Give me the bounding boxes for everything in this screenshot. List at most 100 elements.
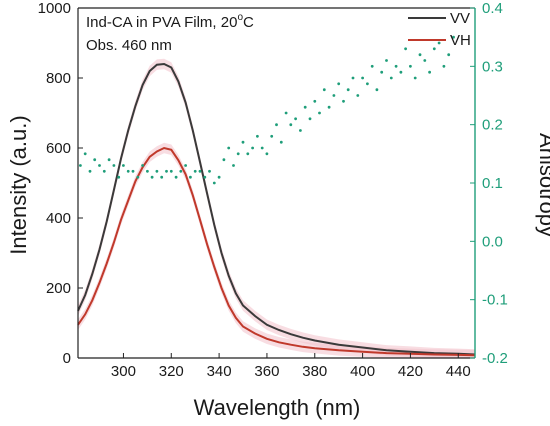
- legend-label-vh: VH: [450, 32, 471, 49]
- anisotropy-point: [260, 146, 264, 150]
- anisotropy-point: [313, 99, 317, 103]
- anisotropy-point: [179, 169, 183, 173]
- y-tick-label: 200: [46, 280, 71, 297]
- anisotropy-point: [394, 64, 398, 68]
- series-layer: [77, 35, 476, 357]
- anisotropy-point: [327, 105, 331, 109]
- anisotropy-point: [370, 64, 374, 68]
- annotation-line2: Obs. 460 nm: [86, 37, 172, 54]
- anisotropy-point: [155, 169, 159, 173]
- anisotropy-point: [107, 158, 111, 162]
- anisotropy-point: [251, 146, 255, 150]
- anisotropy-point: [452, 35, 455, 39]
- anisotropy-point: [442, 64, 446, 68]
- anisotropy-point: [404, 47, 407, 51]
- anisotropy-point: [423, 59, 427, 62]
- anisotropy-point: [432, 47, 436, 51]
- y2-axis-title: Anisotropy: [535, 133, 550, 237]
- anisotropy-point: [385, 59, 388, 62]
- anisotropy-point: [413, 76, 417, 80]
- legend: VV VH: [408, 10, 471, 49]
- anisotropy-point: [169, 169, 173, 173]
- anisotropy-point: [141, 164, 145, 167]
- axes-layer: [77, 7, 476, 359]
- anisotropy-point: [241, 140, 245, 144]
- anisotropy-point: [203, 175, 207, 179]
- series-line-vh: [77, 146, 476, 357]
- anisotropy-point: [117, 175, 121, 179]
- anisotropy-point: [389, 76, 393, 80]
- y2-tick-label: -0.1: [482, 292, 508, 309]
- series-line-vv: [77, 62, 476, 356]
- anisotropy-point: [174, 175, 178, 179]
- anisotropy-point: [136, 175, 140, 179]
- anisotropy-point: [342, 99, 345, 103]
- anisotropy-point: [246, 152, 250, 156]
- anisotropy-point: [189, 175, 192, 179]
- y2-tick-label: -0.2: [482, 350, 508, 367]
- y2-tick-label: 0.3: [482, 58, 503, 75]
- anisotropy-point: [88, 169, 92, 173]
- anisotropy-point: [102, 169, 106, 173]
- y-tick-label: 0: [63, 350, 71, 367]
- anisotropy-point: [236, 152, 240, 156]
- anisotropy-point: [428, 70, 431, 74]
- anisotropy-point: [212, 181, 216, 185]
- anisotropy-point: [337, 82, 341, 86]
- anisotropy-point: [399, 70, 403, 74]
- anisotropy-point: [160, 175, 164, 179]
- y-tick-label: 800: [46, 70, 71, 87]
- ticks-layer: 300 320 340 360 380 400 420 440 0 200 400 600 800 100…: [38, 0, 508, 380]
- x-tick-label: 440: [446, 363, 471, 380]
- anisotropy-point: [318, 111, 321, 115]
- anisotropy-point: [351, 76, 355, 80]
- anisotropy-point: [303, 105, 307, 109]
- anisotropy-point: [289, 123, 293, 127]
- y-tick-label: 1000: [38, 0, 71, 17]
- anisotropy-point: [299, 129, 302, 132]
- anisotropy-point: [198, 169, 202, 173]
- anisotropy-point: [346, 88, 350, 92]
- shade-layer: [78, 58, 475, 359]
- anisotropy-point: [208, 169, 211, 173]
- anisotropy-point: [146, 169, 149, 173]
- anisotropy-point: [366, 82, 369, 86]
- anisotropy-point: [227, 146, 231, 150]
- anisotropy-point: [256, 134, 259, 138]
- anisotropy-point: [332, 94, 336, 97]
- anisotropy-point: [193, 169, 197, 173]
- anisotropy-point: [447, 53, 451, 57]
- anisotropy-point: [361, 76, 364, 80]
- anisotropy-point: [418, 53, 422, 57]
- anisotropy-point: [308, 117, 312, 121]
- anisotropy-point: [380, 70, 384, 74]
- anisotropy-point: [279, 140, 283, 144]
- anisotropy-point: [79, 164, 82, 167]
- y2-tick-label: 0.2: [482, 117, 503, 134]
- x-tick-label: 340: [207, 363, 232, 380]
- anisotropy-point: [265, 152, 269, 156]
- anisotropy-point: [270, 134, 274, 138]
- anisotropy-point: [93, 158, 97, 162]
- anisotropy-point: [184, 164, 188, 167]
- anisotropy-point: [131, 169, 135, 173]
- x-tick-label: 320: [159, 363, 184, 380]
- x-axis-title: Wavelength (nm): [194, 395, 361, 420]
- anisotropy-point: [375, 88, 379, 92]
- y-tick-label: 400: [46, 210, 71, 227]
- anisotropy-point: [294, 117, 297, 121]
- anisotropy-point: [217, 175, 221, 179]
- anisotropy-point: [409, 64, 412, 68]
- anisotropy-point: [275, 123, 278, 127]
- anisotropy-point: [284, 111, 288, 115]
- shade-band-0: [78, 58, 475, 359]
- anisotropy-point: [356, 94, 360, 97]
- y2-tick-label: 0.4: [482, 0, 503, 17]
- anisotropy-point: [112, 164, 116, 167]
- y-tick-label: 600: [46, 140, 71, 157]
- anisotropy-point: [150, 175, 154, 179]
- anisotropy-point: [83, 152, 87, 156]
- anisotropy-point: [232, 164, 235, 167]
- y-axis-title: Intensity (a.u.): [6, 115, 31, 254]
